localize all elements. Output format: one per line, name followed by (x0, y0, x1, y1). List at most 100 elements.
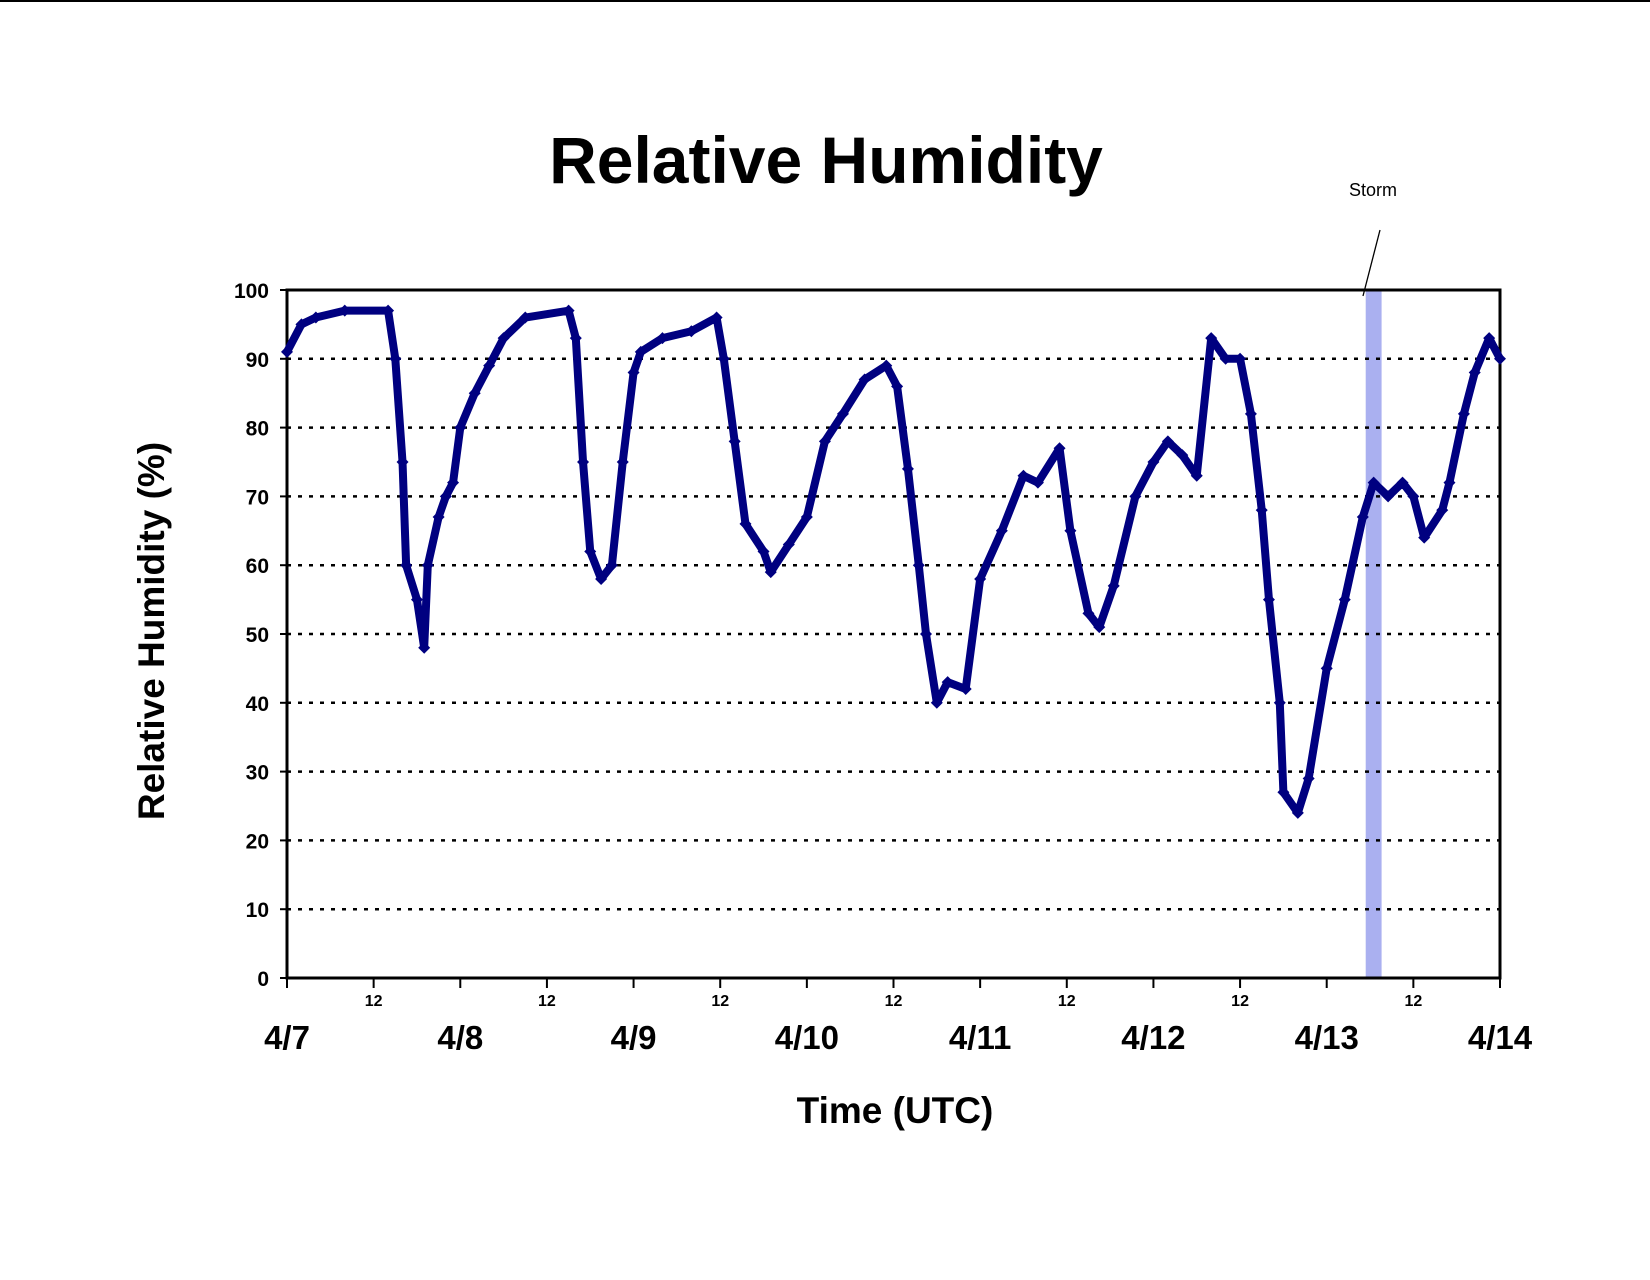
data-point (295, 318, 308, 331)
data-point (1407, 490, 1420, 503)
data-point (410, 593, 423, 606)
data-point (519, 311, 532, 324)
data-point (959, 683, 972, 696)
y-tick-label: 90 (246, 349, 269, 372)
data-point (562, 304, 575, 317)
data-point (396, 456, 409, 468)
data-point (281, 345, 293, 358)
data-point (1273, 696, 1286, 709)
data-point (1291, 806, 1304, 819)
data-point (912, 559, 925, 572)
y-tick-label: 70 (246, 486, 269, 509)
data-point (1396, 476, 1409, 489)
data-point (497, 332, 510, 345)
x-tick-label: 12 (885, 993, 903, 1010)
data-point (1494, 352, 1506, 365)
y-tick-label: 50 (246, 624, 269, 647)
data-point (836, 407, 849, 420)
data-point (1302, 772, 1315, 785)
data-point (656, 332, 669, 345)
x-tick-label: 12 (538, 993, 556, 1010)
data-point (764, 566, 777, 579)
y-axis-label: Relative Humidity (%) (131, 442, 172, 820)
data-point (1468, 366, 1481, 379)
x-tick-label: 4/14 (1468, 1019, 1533, 1056)
x-axis-label: Time (UTC) (797, 1090, 994, 1131)
data-point (483, 359, 496, 372)
x-tick-label: 4/10 (775, 1019, 839, 1056)
data-point (858, 373, 871, 386)
data-point (605, 559, 618, 572)
data-point (1277, 786, 1290, 799)
data-point (454, 421, 467, 434)
data-point (627, 366, 640, 379)
data-point (1205, 332, 1218, 345)
data-point (1053, 442, 1066, 455)
data-point (901, 462, 914, 475)
data-point (1244, 407, 1257, 420)
data-point (1320, 662, 1333, 675)
data-point (1457, 407, 1470, 420)
data-point (1418, 531, 1431, 544)
data-point (818, 435, 831, 448)
x-tick-label: 12 (711, 993, 729, 1010)
x-tick-label: 4/11 (949, 1019, 1011, 1056)
data-point (995, 524, 1008, 537)
data-point (584, 545, 597, 558)
data-point (1093, 621, 1106, 634)
annotation-pointer (1362, 229, 1381, 297)
data-point (941, 676, 954, 689)
x-tick-label: 12 (365, 993, 383, 1010)
data-point (432, 511, 445, 524)
plot-frame (285, 288, 1502, 980)
data-point (1255, 504, 1268, 517)
data-point (1031, 476, 1044, 489)
data-point (1219, 352, 1232, 365)
annotation-label: Storm (1349, 180, 1397, 200)
y-tick-label: 40 (246, 693, 269, 716)
y-tick-label: 100 (234, 280, 269, 303)
chart-title: Relative Humidity (549, 123, 1103, 197)
data-point (468, 387, 481, 400)
data-point (717, 352, 730, 365)
data-point (1234, 352, 1247, 365)
x-tick-label: 4/8 (437, 1019, 483, 1056)
data-point (577, 456, 590, 468)
data-point (309, 311, 322, 324)
data-point (389, 352, 402, 365)
y-tick-label: 10 (246, 899, 269, 922)
storm-band (1365, 290, 1382, 978)
y-tick-label: 30 (246, 762, 269, 785)
y-tick-label: 20 (246, 830, 269, 853)
data-point (710, 311, 723, 324)
data-point (1262, 593, 1275, 606)
data-point (421, 559, 434, 572)
data-point (1436, 504, 1449, 517)
data-point (800, 511, 813, 524)
data-point (1338, 593, 1351, 606)
data-point (1129, 490, 1142, 503)
y-tick-label: 60 (246, 555, 269, 578)
data-point (1176, 449, 1189, 462)
data-point (1082, 607, 1095, 620)
x-tick-label: 4/9 (611, 1019, 657, 1056)
data-point (418, 641, 431, 654)
data-point (919, 628, 932, 640)
data-point (400, 559, 413, 572)
data-point (338, 304, 351, 317)
data-point (1107, 579, 1120, 592)
data-point (1356, 511, 1369, 524)
x-tick-label: 4/13 (1295, 1019, 1359, 1056)
data-point (1190, 469, 1203, 482)
data-point (930, 696, 943, 709)
data-point (447, 476, 460, 489)
data-point (782, 538, 795, 551)
data-point (880, 359, 893, 372)
data-point (728, 435, 741, 448)
data-point (382, 304, 395, 317)
data-point (1483, 332, 1496, 345)
x-tick-label: 4/7 (264, 1019, 310, 1056)
x-tick-label: 12 (1231, 993, 1249, 1010)
